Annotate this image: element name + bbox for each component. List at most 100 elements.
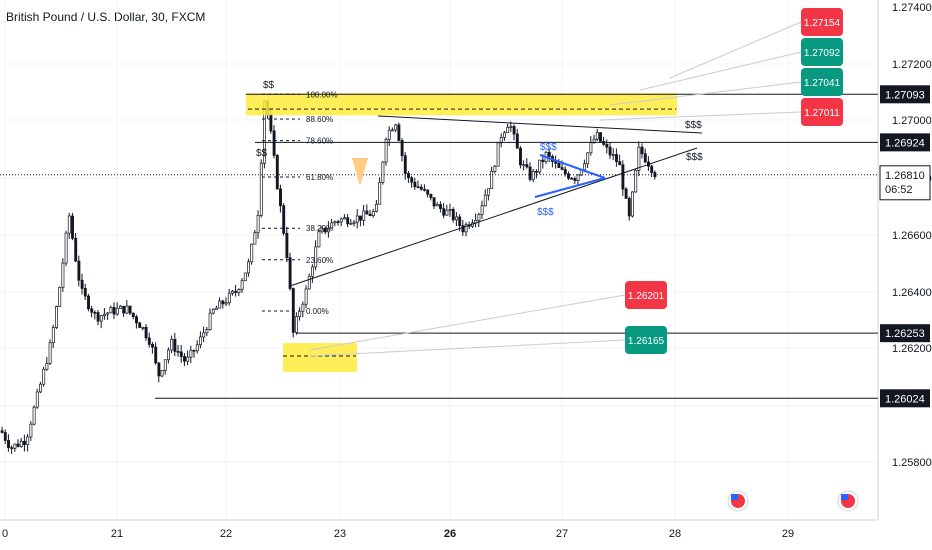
- candle-body: [615, 154, 618, 162]
- candle-body: [349, 223, 353, 225]
- candle-body: [339, 218, 343, 223]
- candle-body: [512, 126, 516, 135]
- candle-body: [231, 290, 234, 294]
- liquidity-label: $$$: [537, 207, 554, 218]
- bar-countdown: 06:52: [885, 184, 913, 196]
- trendlines: [289, 115, 703, 287]
- candle-body: [464, 224, 468, 233]
- candle-body: [154, 346, 158, 364]
- price-axis-tag: [880, 389, 930, 408]
- candle-body: [387, 129, 391, 140]
- candle-body: [448, 209, 452, 211]
- candle-body: [19, 441, 23, 447]
- candle-body: [394, 124, 398, 131]
- candle-body: [637, 146, 641, 171]
- fib-retracement: 100.00% 88.60% 78.60% 61.80% 38.20% 23.60% 0.0…: [262, 90, 338, 316]
- candle-body: [458, 216, 462, 226]
- price-tick-label: 1.26600: [892, 230, 932, 242]
- candle-body: [141, 326, 145, 329]
- candle-body: [352, 221, 356, 224]
- candle-body: [461, 225, 465, 233]
- candle-body: [621, 164, 625, 190]
- price-axis-tag: [880, 324, 930, 343]
- candle-body: [643, 153, 647, 163]
- target-connector-line: [309, 339, 626, 357]
- price-tick-label: 1.26200: [892, 343, 932, 355]
- candle-body: [301, 303, 305, 312]
- target-price-label: 1.27154: [804, 18, 841, 29]
- candle-body: [509, 126, 513, 128]
- candle-body: [179, 351, 183, 357]
- candle-body: [45, 363, 49, 370]
- candle-body: [378, 181, 382, 205]
- candle-body: [48, 342, 52, 364]
- candle-body: [439, 204, 442, 209]
- candle-body: [445, 209, 449, 216]
- price-tick-label: 1.26400: [892, 287, 932, 299]
- candle-body: [243, 272, 247, 282]
- candle-body: [311, 266, 314, 277]
- grid-lines: [0, 0, 878, 520]
- ascending-trendline: [289, 147, 698, 287]
- candle-body: [74, 237, 78, 262]
- candle-body: [26, 436, 30, 445]
- target-price-label: 1.26201: [628, 291, 665, 302]
- price-axis-tag-label: 1.27093: [885, 89, 925, 101]
- liquidity-label: $$$: [686, 152, 703, 163]
- candle-body: [163, 359, 167, 371]
- liquidity-label: $$: [263, 80, 275, 91]
- candle-body: [282, 205, 286, 234]
- candle-body: [515, 133, 519, 149]
- candle-body: [346, 217, 350, 225]
- candle-body: [106, 312, 110, 315]
- candle-body: [547, 151, 551, 157]
- candle-body: [595, 132, 599, 140]
- candle-body: [416, 186, 420, 189]
- target-price-box: [801, 98, 843, 126]
- time-tick-label: 27: [556, 528, 568, 540]
- candle-body: [627, 198, 631, 217]
- candle-body: [407, 173, 410, 179]
- us-flag-icon: [731, 494, 738, 500]
- candle-body: [435, 204, 439, 207]
- candle-body: [269, 114, 273, 132]
- candle-body: [227, 292, 231, 304]
- candle-body: [365, 210, 369, 215]
- target-price-label: 1.27041: [804, 78, 841, 89]
- candle-body: [99, 315, 103, 322]
- candle-body: [618, 161, 622, 166]
- liquidity-label: $$$: [685, 120, 702, 131]
- candle-body: [391, 129, 394, 132]
- down-triangle-marker: [352, 158, 368, 186]
- candle-body: [583, 163, 586, 171]
- fib-level-label: 88.60%: [306, 115, 333, 124]
- target-price-label: 1.27011: [804, 108, 840, 119]
- candle-body: [397, 124, 401, 141]
- candle-body: [13, 443, 17, 449]
- candle-body: [87, 295, 90, 310]
- supply-zone: [246, 93, 677, 116]
- candle-body: [77, 260, 81, 281]
- target-connector-line: [609, 81, 802, 106]
- candle-body: [186, 356, 190, 362]
- candle-body: [215, 307, 218, 310]
- candle-body: [640, 146, 644, 155]
- candle-body: [240, 280, 244, 290]
- candle-body: [490, 171, 494, 190]
- candle-body: [343, 217, 346, 220]
- target-price-box: [801, 8, 843, 36]
- candle-body: [192, 349, 196, 352]
- candle-body: [531, 170, 535, 180]
- candle-body: [23, 441, 26, 445]
- candle-body: [51, 327, 55, 344]
- candle-body: [250, 243, 254, 263]
- candle-body: [109, 307, 113, 314]
- candle-body: [167, 349, 170, 361]
- fib-level-label: 0.00%: [306, 307, 329, 316]
- candle-body: [195, 344, 199, 352]
- chart-title: British Pound / U.S. Dollar, 30, FXCM: [6, 10, 206, 24]
- descending-trendline: [377, 115, 703, 134]
- candle-body: [519, 147, 522, 166]
- candle-body: [413, 181, 417, 188]
